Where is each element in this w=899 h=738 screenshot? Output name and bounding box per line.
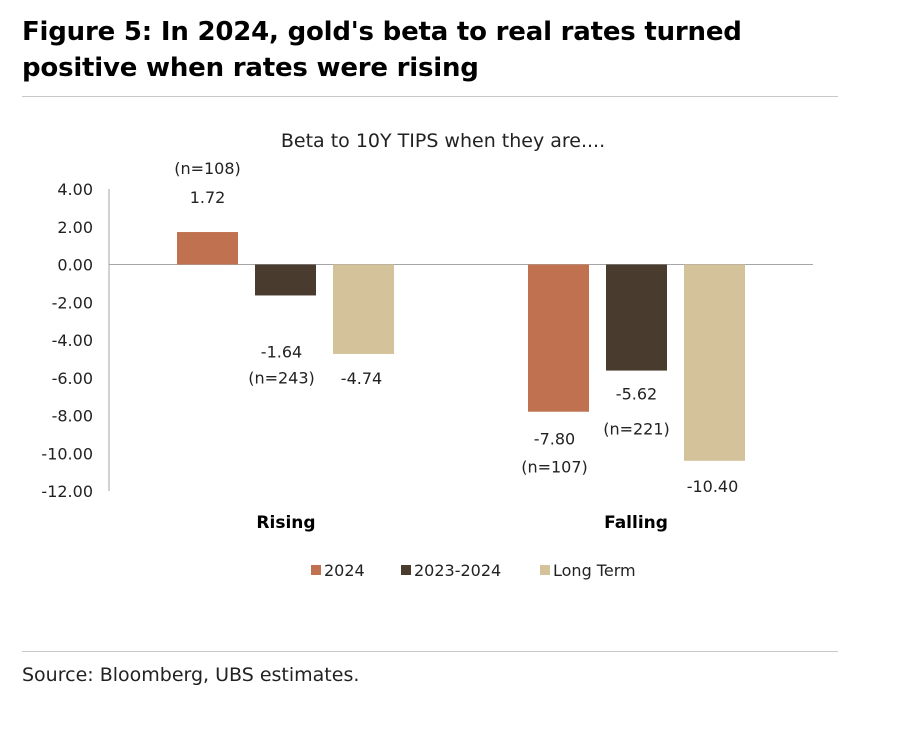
bar-2024-rising (177, 232, 238, 265)
bar-long-term-rising (333, 264, 394, 354)
count-label: (n=108) (174, 159, 241, 178)
y-tick-label: 4.00 (57, 180, 93, 199)
data-labels: 1.72 (n=108) -7.80 (n=107) -1.64 (n=243) -5.62… (174, 159, 738, 496)
y-tick-label: -8.00 (52, 407, 93, 426)
bottom-divider (22, 651, 838, 652)
source-note: Source: Bloomberg, UBS estimates. (22, 664, 360, 686)
data-label: -1.64 (261, 342, 302, 361)
data-label: -5.62 (616, 385, 657, 404)
bar-2024-falling (528, 264, 589, 412)
x-category-label: Falling (604, 513, 668, 533)
legend: 2024 2023-2024 Long Term (311, 561, 636, 580)
bar-long-term-falling (684, 264, 745, 461)
data-label: -7.80 (534, 430, 575, 449)
legend-label: 2023-2024 (414, 561, 501, 580)
legend-label: 2024 (324, 561, 365, 580)
y-tick-label: -10.00 (41, 444, 93, 463)
y-tick-label: -2.00 (52, 293, 93, 312)
y-tick-label: 0.00 (57, 256, 93, 275)
legend-swatch (401, 565, 411, 575)
chart-title: Beta to 10Y TIPS when they are.... (281, 130, 605, 152)
count-label: (n=107) (521, 458, 588, 477)
y-axis: 4.00 2.00 0.00 -2.00 -4.00 -6.00 -8.00 -10.00 -1… (41, 180, 813, 501)
bars (177, 232, 745, 461)
bar-2023-2024-falling (606, 264, 667, 371)
legend-label: Long Term (553, 561, 636, 580)
bar-2023-2024-rising (255, 264, 316, 296)
data-label: -4.74 (341, 369, 382, 388)
count-label: (n=221) (603, 420, 670, 439)
x-category-label: Rising (256, 513, 315, 533)
data-label: -10.40 (687, 477, 739, 496)
bar-chart: Beta to 10Y TIPS when they are.... 4.00 2… (41, 130, 813, 580)
x-axis: Rising Falling (256, 513, 667, 533)
y-tick-label: -12.00 (41, 482, 93, 501)
count-label: (n=243) (248, 368, 315, 387)
figure-title: Figure 5: In 2024, gold's beta to real r… (22, 17, 742, 83)
top-divider (22, 96, 838, 97)
data-label: 1.72 (190, 188, 226, 207)
legend-swatch (540, 565, 550, 575)
y-tick-label: 2.00 (57, 218, 93, 237)
y-tick-label: -6.00 (52, 369, 93, 388)
y-tick-label: -4.00 (52, 331, 93, 350)
legend-swatch (311, 565, 321, 575)
